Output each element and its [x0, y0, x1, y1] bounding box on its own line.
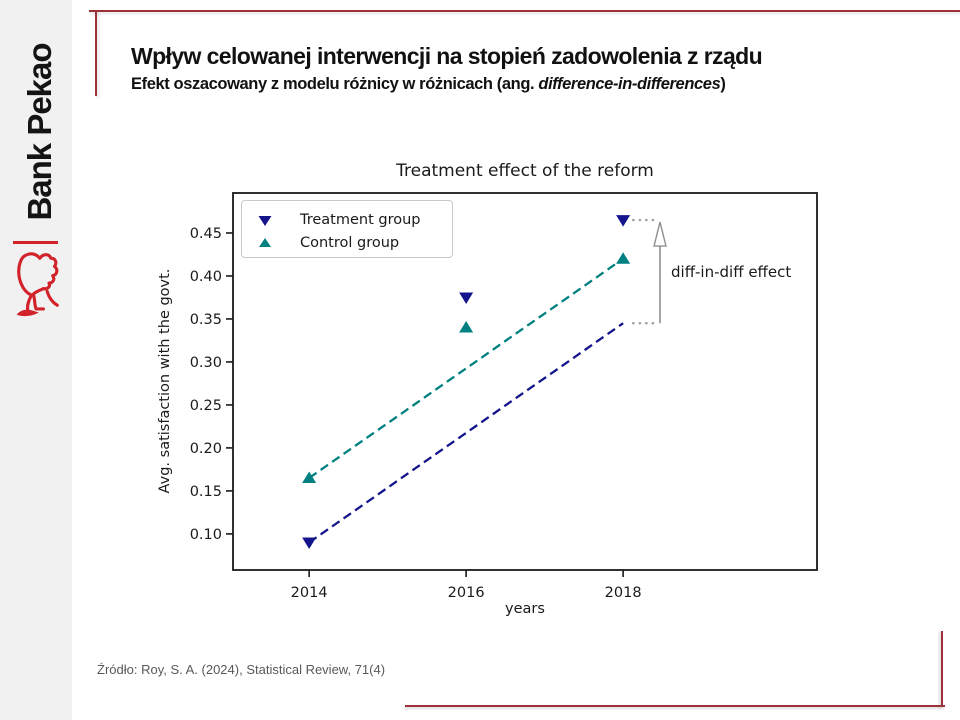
slide-subtitle: Efekt oszacowany z modelu różnicy w różn…	[131, 75, 931, 94]
heading-block: Wpływ celowanej interwencji na stopień z…	[131, 43, 931, 94]
treatment-group-point	[616, 215, 631, 227]
triangle-down-icon	[258, 215, 272, 226]
y-tick-label: 0.25	[190, 398, 222, 414]
slide-title: Wpływ celowanej interwencji na stopień z…	[131, 43, 763, 69]
treatment-group-point	[302, 537, 317, 549]
bottom-accent-line-horizontal	[405, 705, 945, 707]
annotation-arrow-head	[653, 221, 667, 247]
legend-row-control: Control group	[256, 231, 452, 254]
top-accent-line-vertical	[95, 10, 97, 96]
sidebar: Bank Pekao	[0, 0, 72, 720]
legend-row-treatment: Treatment group	[256, 208, 452, 231]
pekao-bison-icon	[16, 252, 59, 317]
legend-label-treatment: Treatment group	[300, 211, 421, 228]
subtitle-suffix: )	[720, 75, 726, 94]
y-tick-label: 0.35	[190, 312, 222, 328]
control-group-point	[616, 252, 631, 264]
x-tick-label: 2018	[605, 585, 642, 601]
control-group-point	[302, 471, 317, 484]
x-tick-label: 2014	[291, 585, 328, 601]
y-tick-label: 0.15	[190, 484, 222, 500]
y-tick-label: 0.20	[190, 441, 222, 457]
subtitle-italic-term: difference-in-differences	[538, 75, 721, 94]
subtitle-prefix: Efekt oszacowany z modelu różnicy w różn…	[131, 75, 539, 94]
top-accent-line-horizontal	[89, 10, 960, 12]
control-trend-line	[308, 257, 624, 479]
bottom-accent-line-vertical	[941, 631, 943, 707]
treatment-group-point	[459, 292, 474, 304]
triangle-up-icon	[259, 237, 271, 247]
y-tick-label: 0.45	[190, 226, 222, 242]
control-group-point	[459, 321, 474, 333]
logo-separator-line	[13, 241, 58, 244]
x-axis-label: years	[505, 601, 545, 617]
y-tick-label: 0.40	[190, 269, 222, 285]
y-tick-label: 0.10	[190, 527, 222, 543]
legend-label-control: Control group	[300, 234, 400, 251]
y-axis-label: Avg. satisfaction with the govt.	[157, 268, 173, 494]
chart-title: Treatment effect of the reform	[396, 161, 654, 181]
axes-frame	[232, 192, 818, 571]
diff-in-diff-annotation: diff-in-diff effect	[671, 262, 792, 281]
x-tick-label: 2016	[448, 585, 485, 601]
chart-legend: Treatment group Control group	[241, 200, 453, 258]
y-tick-label: 0.30	[190, 355, 222, 371]
treatment-counterfactual-line	[308, 322, 624, 544]
source-note: Źródło: Roy, S. A. (2024), Statistical R…	[97, 662, 386, 677]
